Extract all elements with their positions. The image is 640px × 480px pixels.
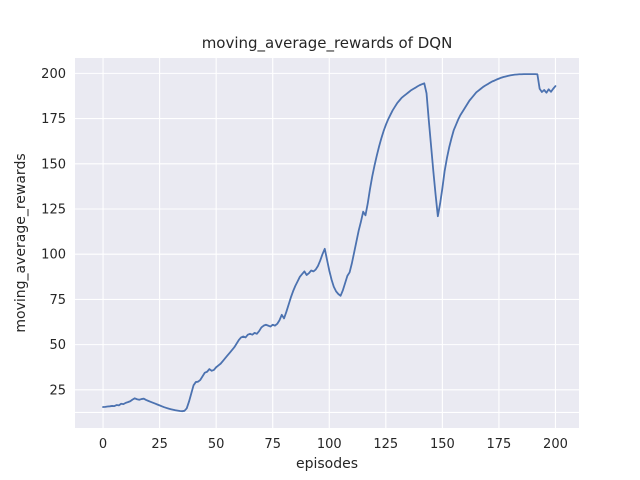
x-axis-label: episodes — [296, 456, 358, 472]
grid — [75, 58, 579, 428]
x-tick-label: 125 — [373, 437, 398, 452]
y-tick-label: 175 — [41, 112, 66, 127]
x-tick-labels: 0 25 50 75 100 125 150 175 200 — [99, 437, 568, 452]
y-tick-label: 75 — [49, 293, 66, 308]
y-tick-label: 125 — [41, 203, 66, 218]
dqn-reward-line — [102, 73, 557, 413]
y-tick-label: 50 — [49, 338, 66, 353]
x-tick-label: 200 — [543, 437, 568, 452]
y-tick-label: 200 — [41, 67, 66, 82]
x-tick-label: 25 — [151, 437, 168, 452]
plot-area — [75, 58, 579, 428]
y-tick-label: 150 — [41, 157, 66, 172]
x-tick-label: 75 — [264, 437, 281, 452]
x-tick-label: 175 — [487, 437, 512, 452]
x-tick-label: 100 — [317, 437, 342, 452]
x-tick-label: 150 — [430, 437, 455, 452]
x-tick-label: 0 — [99, 437, 107, 452]
y-tick-label: 25 — [49, 383, 66, 398]
y-axis-label: moving_average_rewards — [13, 153, 29, 332]
chart-title: moving_average_rewards of DQN — [202, 34, 453, 53]
x-tick-label: 50 — [208, 437, 225, 452]
y-tick-label: 100 — [41, 248, 66, 263]
y-tick-labels: 25 50 75 100 125 150 175 200 — [41, 67, 66, 398]
